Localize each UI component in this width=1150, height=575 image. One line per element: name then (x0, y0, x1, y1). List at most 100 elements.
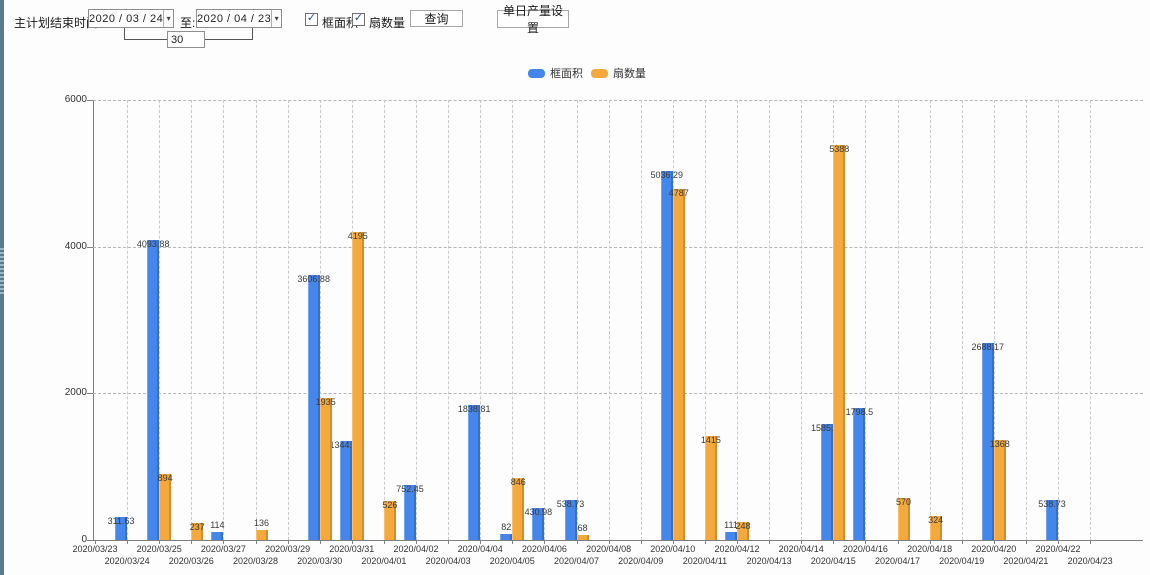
x-tick (480, 540, 482, 544)
bar-value-label: 1798.5 (845, 407, 874, 418)
bar-fan-count (833, 144, 846, 540)
bar-value-label: 68 (577, 523, 588, 533)
bar-value-label: 846 (510, 476, 526, 487)
to-label: 至: (180, 16, 196, 30)
bracket-line (252, 28, 253, 40)
chevron-down-icon[interactable]: ▾ (271, 10, 281, 27)
x-grid-line (897, 100, 899, 540)
date-from-picker[interactable]: 2020 / 03 / 24 ▾ (88, 9, 174, 28)
x-grid-line (1058, 100, 1059, 540)
x-tick-label: 2020/04/14 (778, 544, 824, 554)
bar-fan-count (737, 521, 749, 540)
x-tick-label: 2020/04/01 (361, 556, 407, 566)
frame-area-checkbox[interactable]: ✓ (305, 13, 318, 26)
bar-value-label: 894 (157, 473, 173, 484)
x-grid-line (865, 100, 867, 540)
x-grid-line (287, 100, 289, 540)
x-grid-line (737, 100, 738, 540)
x-tick-label: 2020/04/03 (425, 556, 471, 566)
x-tick-label: 2020/04/12 (714, 544, 760, 554)
legend-item-frame-area[interactable]: 框面积 (528, 65, 583, 81)
bar-fan-count (191, 522, 204, 540)
bracket-line (204, 39, 253, 40)
x-tick (351, 540, 353, 544)
bar-fan-count (929, 516, 942, 540)
fan-count-checkbox[interactable]: ✓ (352, 13, 365, 26)
x-tick (993, 540, 995, 544)
x-grid-line (769, 100, 771, 540)
legend-item-fan-count[interactable]: 扇数量 (591, 65, 646, 81)
x-grid-line (1090, 100, 1092, 540)
chart-legend: 框面积 扇数量 (528, 65, 646, 81)
x-tick-label: 2020/04/06 (521, 544, 567, 554)
x-grid-line (512, 100, 514, 540)
x-grid-line (961, 100, 963, 540)
date-to-picker[interactable]: 2020 / 04 / 23 ▾ (196, 9, 282, 28)
frame-area-checkbox-label: 框面积 (322, 16, 359, 30)
x-tick (769, 540, 771, 544)
x-tick-label: 2020/04/18 (907, 544, 953, 554)
x-tick (640, 540, 642, 544)
x-tick (672, 540, 674, 544)
x-tick-label: 2020/03/29 (265, 544, 311, 554)
x-tick (159, 540, 161, 544)
x-tick (833, 540, 835, 544)
x-grid-line (127, 100, 129, 540)
x-tick-label: 2020/03/31 (329, 544, 375, 554)
bar-value-label: 111 (724, 519, 738, 530)
bar-fan-count (351, 232, 364, 540)
x-tick-label: 2020/04/22 (1035, 544, 1081, 554)
x-tick (961, 540, 963, 544)
x-grid-line (801, 100, 803, 540)
bar-frame-area (115, 517, 128, 540)
check-icon: ✓ (306, 12, 317, 24)
y-tick (87, 246, 93, 248)
bar-value-label: 82 (501, 521, 512, 532)
bar-frame-area (404, 484, 416, 540)
bar-value-label: 538.73 (556, 499, 585, 510)
x-grid-line (255, 100, 257, 540)
x-grid-line (223, 100, 225, 540)
chevron-down-icon[interactable]: ▾ (163, 10, 173, 27)
bar-fan-count (576, 535, 589, 540)
x-grid-line (929, 100, 931, 540)
bar-value-label: 237 (189, 521, 205, 532)
x-tick-label: 2020/04/23 (1067, 556, 1113, 566)
splitter-grip-icon[interactable] (0, 248, 4, 294)
x-axis-line (93, 540, 1143, 541)
x-tick (191, 540, 193, 544)
x-tick-label: 2020/04/13 (746, 556, 792, 566)
x-tick (1058, 540, 1059, 544)
date-from-value: 2020 / 03 / 24 (89, 12, 164, 25)
x-tick-label: 2020/04/21 (1003, 556, 1049, 566)
query-button[interactable]: 查询 (410, 10, 463, 27)
x-tick (576, 540, 578, 544)
bar-frame-area (981, 342, 994, 540)
end-time-label: 主计划结束时间: (14, 16, 102, 30)
y-grid-line (93, 246, 1143, 248)
x-grid-line (448, 100, 450, 540)
x-grid-line (993, 100, 995, 540)
bar-frame-area (564, 500, 577, 540)
bracket-line (124, 39, 168, 40)
y-tick (87, 393, 93, 395)
bar-value-label: 1344.95 (329, 440, 363, 451)
left-splitter[interactable] (0, 0, 4, 575)
bar-value-label: 5388 (829, 143, 850, 154)
bar-frame-area (853, 408, 866, 540)
y-axis-line (93, 100, 94, 540)
x-tick-label: 2020/03/26 (168, 556, 214, 566)
x-grid-line (383, 100, 385, 540)
x-grid-line (319, 100, 321, 540)
bar-frame-area (821, 423, 834, 540)
x-grid-line (608, 100, 610, 540)
x-tick-label: 2020/04/16 (842, 544, 888, 554)
bar-value-label: 570 (895, 497, 912, 508)
interval-days-input[interactable] (167, 31, 205, 48)
bar-value-label: 1415 (700, 435, 721, 446)
x-tick (544, 540, 546, 544)
y-tick (87, 100, 93, 101)
bar-value-label: 5036.29 (650, 169, 684, 180)
x-tick (512, 540, 514, 544)
